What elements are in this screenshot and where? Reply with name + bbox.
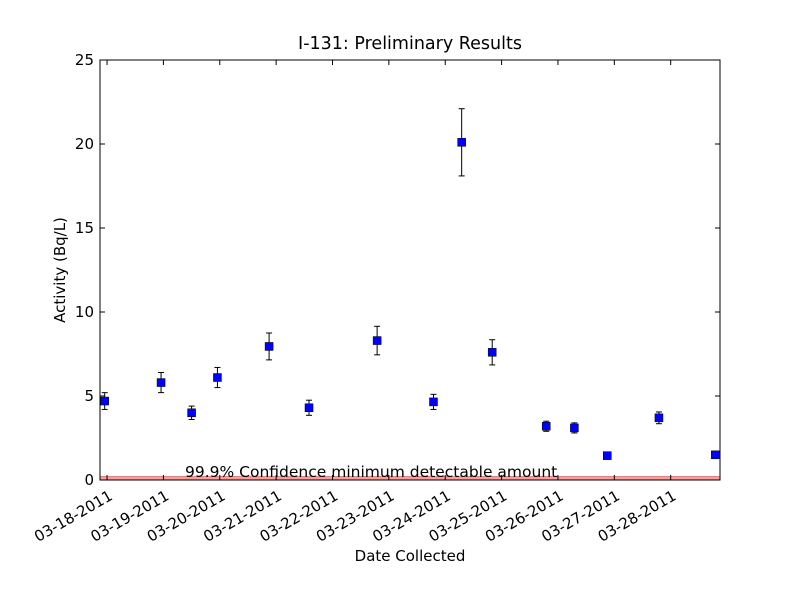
data-point: [457, 138, 466, 147]
data-point: [187, 408, 196, 418]
data-point: [372, 336, 382, 345]
data-point: [541, 421, 551, 431]
y-tick-label: 25: [75, 51, 94, 69]
y-axis-label: Activity (Bq/L): [51, 217, 69, 323]
data-point: [487, 348, 497, 357]
axes-frame: [99, 59, 721, 481]
y-tick-label: 15: [75, 219, 94, 237]
data-point: [100, 396, 109, 406]
y-tick-label: 10: [75, 303, 94, 321]
data-point: [570, 423, 579, 433]
x-axis-label: Date Collected: [355, 547, 466, 565]
data-point: [711, 450, 720, 460]
data-point: [264, 342, 274, 351]
data-point: [304, 403, 314, 413]
data-point: [429, 397, 438, 407]
mda-band-label: 99.9% Confidence minimum detectable amou…: [185, 463, 557, 481]
data-point: [156, 378, 166, 387]
y-tick-label: 5: [84, 387, 94, 405]
y-tick-label: 20: [75, 135, 94, 153]
data-point: [213, 373, 222, 382]
y-tick-label: 0: [84, 471, 94, 489]
chart-title: I-131: Preliminary Results: [298, 34, 522, 54]
data-point: [603, 451, 612, 460]
data-point: [654, 413, 664, 423]
